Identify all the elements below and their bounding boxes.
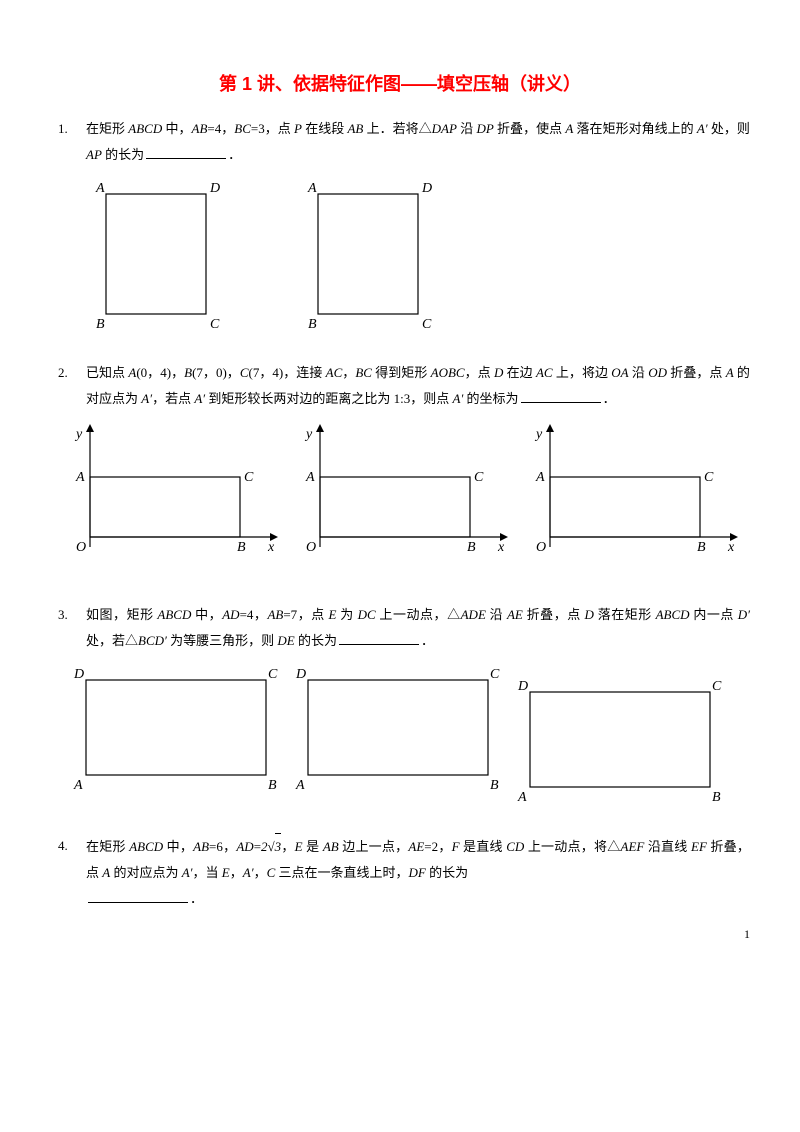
page: 第 1 讲、依据特征作图——填空压轴（讲义） 1. 在矩形 ABCD 中，AB=… [0, 0, 800, 952]
coord-figure: A C O B x y [290, 422, 510, 577]
figure-row-3: D C A B D C A B D C A B [70, 664, 780, 808]
svg-text:x: x [267, 540, 275, 555]
svg-text:A: A [535, 470, 545, 485]
svg-text:A: A [305, 470, 315, 485]
coord-figure: A C O B x y [520, 422, 740, 577]
figure-row-1: A D B C A D B C [90, 178, 750, 335]
rect-figure-wide: D C A B [70, 664, 282, 808]
svg-text:y: y [304, 427, 313, 442]
svg-text:D: D [209, 181, 220, 196]
svg-text:x: x [727, 540, 735, 555]
problem-2: 2. 已知点 A(0，4)，B(7，0)，C(7，4)，连接 AC，BC 得到矩… [50, 360, 750, 412]
coord-figure: A C O B x y [60, 422, 280, 577]
svg-text:A: A [95, 181, 105, 196]
svg-text:B: B [697, 540, 706, 555]
svg-text:B: B [308, 317, 317, 330]
problem-number: 4. [50, 833, 86, 912]
svg-text:D: D [73, 667, 84, 682]
svg-text:x: x [497, 540, 505, 555]
svg-text:A: A [75, 470, 85, 485]
svg-text:A: A [307, 181, 317, 196]
answer-blank [339, 631, 419, 645]
svg-text:C: C [704, 470, 714, 485]
problem-3: 3. 如图，矩形 ABCD 中，AD=4，AB=7，点 E 为 DC 上一动点，… [50, 602, 750, 654]
sqrt-expression: 2√3 [261, 833, 281, 860]
problem-number: 2. [50, 360, 86, 412]
problem-number: 1. [50, 116, 86, 168]
rect-figure: A D B C [90, 178, 222, 335]
svg-text:B: B [712, 790, 721, 803]
page-title: 第 1 讲、依据特征作图——填空压轴（讲义） [50, 70, 750, 96]
rect-figure-wide: D C A B [514, 676, 726, 808]
problem-text: 已知点 A(0，4)，B(7，0)，C(7，4)，连接 AC，BC 得到矩形 A… [86, 360, 750, 412]
svg-text:B: B [490, 778, 499, 791]
svg-text:C: C [490, 667, 500, 682]
svg-text:A: A [73, 778, 83, 791]
problem-4: 4. 在矩形 ABCD 中，AB=6，AD=2√3，E 是 AB 边上一点，AE… [50, 833, 750, 912]
svg-text:D: D [517, 679, 528, 694]
problem-text: 在矩形 ABCD 中，AB=4，BC=3，点 P 在线段 AB 上．若将△DAP… [86, 116, 750, 168]
svg-text:O: O [306, 540, 316, 555]
rect-figure-wide: D C A B [292, 664, 504, 808]
answer-blank [521, 389, 601, 403]
svg-text:A: A [295, 778, 305, 791]
svg-text:C: C [474, 470, 484, 485]
svg-text:y: y [534, 427, 543, 442]
figure-row-2: A C O B x y A C O B x y A C O B x y [60, 422, 780, 577]
svg-text:O: O [76, 540, 86, 555]
svg-text:C: C [210, 317, 220, 330]
svg-text:C: C [244, 470, 254, 485]
svg-text:A: A [517, 790, 527, 803]
svg-text:B: B [467, 540, 476, 555]
answer-blank [146, 145, 226, 159]
svg-text:O: O [536, 540, 546, 555]
problem-number: 3. [50, 602, 86, 654]
svg-text:B: B [268, 778, 277, 791]
svg-text:C: C [422, 317, 432, 330]
svg-text:D: D [295, 667, 306, 682]
answer-blank [88, 889, 188, 903]
svg-text:B: B [237, 540, 246, 555]
page-number: 1 [744, 927, 750, 942]
rect-figure: A D B C [302, 178, 434, 335]
problem-1: 1. 在矩形 ABCD 中，AB=4，BC=3，点 P 在线段 AB 上．若将△… [50, 116, 750, 168]
svg-text:y: y [74, 427, 83, 442]
problem-text: 如图，矩形 ABCD 中，AD=4，AB=7，点 E 为 DC 上一动点，△AD… [86, 602, 750, 654]
svg-text:C: C [268, 667, 278, 682]
svg-text:D: D [421, 181, 432, 196]
svg-text:C: C [712, 679, 722, 694]
problem-text: 在矩形 ABCD 中，AB=6，AD=2√3，E 是 AB 边上一点，AE=2，… [86, 833, 750, 912]
svg-text:B: B [96, 317, 105, 330]
